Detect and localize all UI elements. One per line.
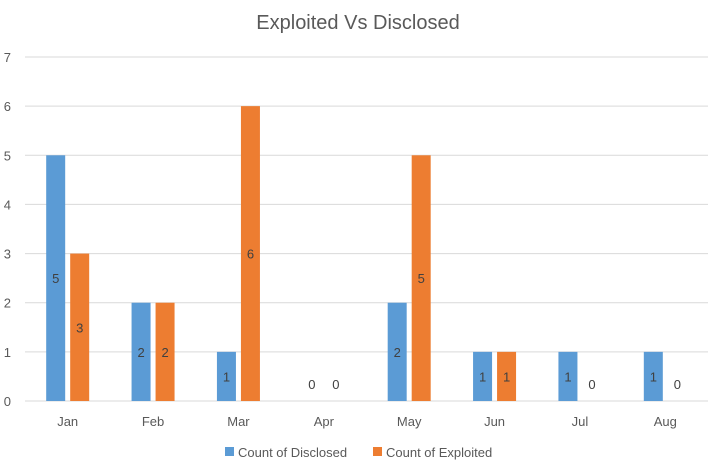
data-label-count-of-exploited-feb: 2 [161, 345, 168, 360]
x-tick-label: Apr [314, 414, 335, 429]
data-label-count-of-exploited-apr: 0 [332, 377, 339, 392]
data-label-count-of-disclosed-jan: 5 [52, 271, 59, 286]
legend-swatch-disclosed [225, 447, 234, 456]
data-label-count-of-disclosed-apr: 0 [308, 377, 315, 392]
x-tick-label: Jan [57, 414, 78, 429]
data-label-count-of-disclosed-aug: 1 [650, 369, 657, 384]
data-label-count-of-exploited-jan: 3 [76, 320, 83, 335]
data-label-count-of-disclosed-feb: 2 [137, 345, 144, 360]
legend-label-exploited: Count of Exploited [386, 445, 492, 460]
x-tick-label: Jun [484, 414, 505, 429]
x-tick-label: Mar [227, 414, 250, 429]
data-label-count-of-exploited-aug: 0 [674, 377, 681, 392]
y-tick-label: 2 [4, 296, 11, 311]
y-tick-label: 1 [4, 345, 11, 360]
data-label-count-of-disclosed-jul: 1 [564, 369, 571, 384]
data-label-count-of-exploited-jul: 0 [588, 377, 595, 392]
y-axis: 0 1 2 3 4 5 6 7 [4, 50, 11, 409]
y-tick-label: 5 [4, 148, 11, 163]
x-tick-label: May [397, 414, 422, 429]
data-label-count-of-exploited-may: 5 [418, 271, 425, 286]
legend: Count of Disclosed Count of Exploited [225, 445, 492, 460]
data-label-count-of-disclosed-may: 2 [394, 345, 401, 360]
x-tick-label: Feb [142, 414, 164, 429]
data-label-count-of-exploited-jun: 1 [503, 369, 510, 384]
x-tick-label: Jul [572, 414, 589, 429]
x-tick-label: Aug [654, 414, 677, 429]
chart: Exploited Vs Disclosed 01234567 532 2160 0… [0, 0, 713, 470]
legend-label-disclosed: Count of Disclosed [238, 445, 347, 460]
y-tick-label: 4 [4, 197, 11, 212]
data-label-count-of-exploited-mar: 6 [247, 247, 254, 262]
gridlines [25, 57, 708, 401]
data-label-count-of-disclosed-jun: 1 [479, 369, 486, 384]
data-label-count-of-disclosed-mar: 1 [223, 369, 230, 384]
chart-title: Exploited Vs Disclosed [256, 12, 459, 34]
y-tick-label: 6 [4, 99, 11, 114]
x-axis: Jan Feb Mar Apr May Jun Jul Aug [57, 414, 677, 429]
legend-swatch-exploited [373, 447, 382, 456]
y-tick-label: 7 [4, 50, 11, 65]
y-tick-label: 3 [4, 247, 11, 262]
y-tick-label: 0 [4, 394, 11, 409]
